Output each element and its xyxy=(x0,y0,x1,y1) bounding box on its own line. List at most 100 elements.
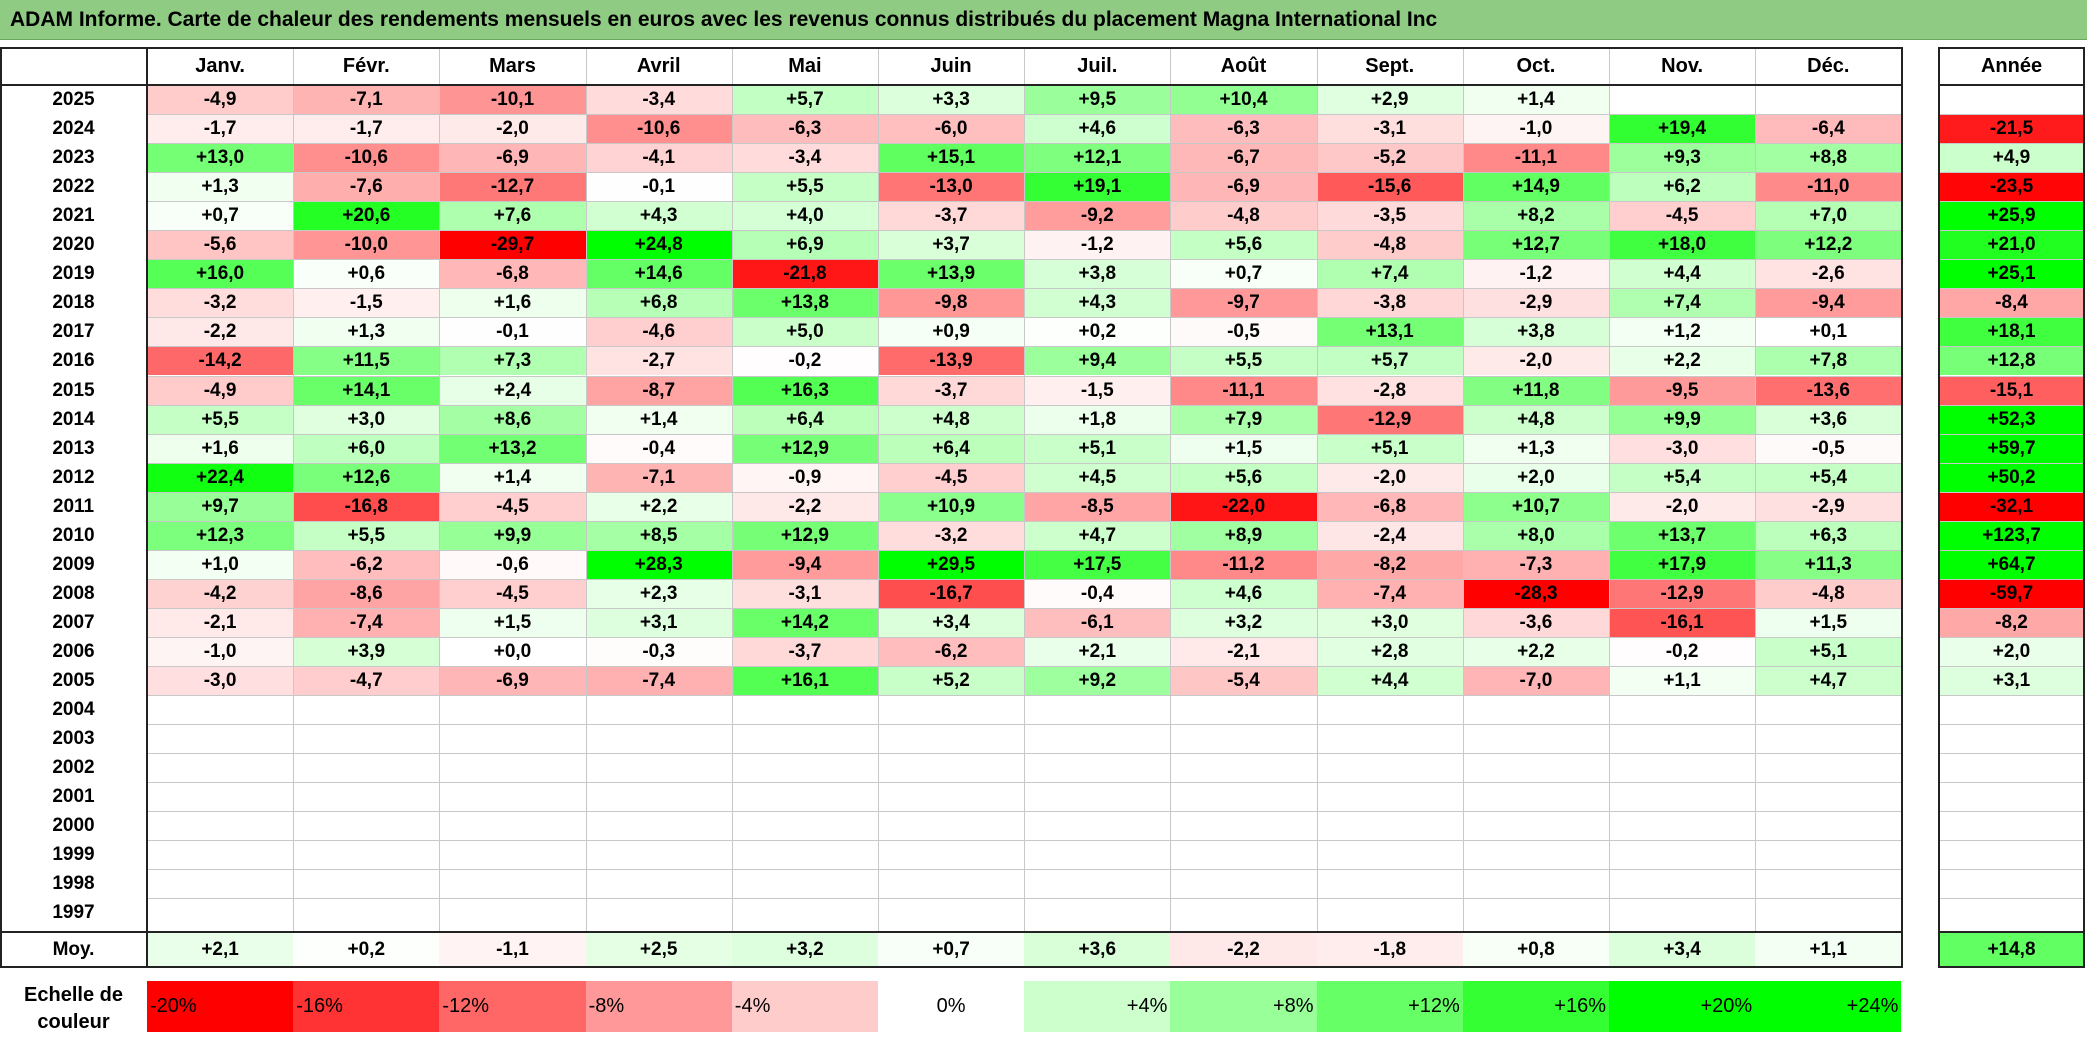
average-cell: +3,2 xyxy=(731,933,878,967)
heatmap-cell xyxy=(1170,869,1317,899)
month-header: Mars xyxy=(489,55,536,77)
grid-line xyxy=(1939,114,2084,116)
average-cell: +1,1 xyxy=(1755,933,1902,967)
average-label: Moy. xyxy=(52,939,95,960)
average-separator xyxy=(0,931,1903,933)
annual-cell xyxy=(1939,811,2084,841)
grid-line xyxy=(1939,753,2084,755)
heatmap-cell: +4,7 xyxy=(1024,520,1171,550)
heatmap-cell xyxy=(439,782,586,812)
heatmap-cell: +4,6 xyxy=(1170,578,1317,608)
heatmap-cell: +3,9 xyxy=(293,636,440,666)
grid-line xyxy=(1939,201,2084,203)
heatmap-cell: +5,5 xyxy=(293,520,440,550)
heatmap-cell: +1,0 xyxy=(147,549,294,579)
heatmap-cell: -2,9 xyxy=(1755,491,1902,521)
heatmap-cell: +24,8 xyxy=(585,230,732,260)
heatmap-cell: +3,6 xyxy=(1755,404,1902,434)
heatmap-cell xyxy=(1024,898,1171,928)
heatmap-cell: +14,1 xyxy=(293,375,440,405)
heatmap-cell: -1,5 xyxy=(1024,375,1171,405)
heatmap-cell: -4,5 xyxy=(878,462,1025,492)
heatmap-cell xyxy=(585,782,732,812)
heatmap-cell: +5,4 xyxy=(1755,462,1902,492)
heatmap-cell: +29,5 xyxy=(878,549,1025,579)
heatmap-cell: +9,3 xyxy=(1609,143,1756,173)
heatmap-cell xyxy=(1024,811,1171,841)
heatmap-cell: +1,4 xyxy=(1462,85,1609,115)
heatmap-cell xyxy=(878,724,1025,754)
heatmap-cell xyxy=(1170,811,1317,841)
grid-line xyxy=(1939,666,2084,667)
heatmap-cell: +7,4 xyxy=(1316,259,1463,289)
heatmap-cell: -7,4 xyxy=(585,666,732,696)
heatmap-cell xyxy=(1170,782,1317,812)
grid-line xyxy=(1170,48,1172,967)
grid-line xyxy=(1024,48,1026,967)
heatmap-cell xyxy=(293,840,440,870)
heatmap-cell: +11,5 xyxy=(293,346,440,376)
month-header: Août xyxy=(1220,55,1267,77)
heatmap-cell xyxy=(1462,840,1609,870)
heatmap-cell: +9,7 xyxy=(147,491,294,521)
heatmap-cell: +1,5 xyxy=(1755,607,1902,637)
heatmap-cell: +10,9 xyxy=(878,491,1025,521)
heatmap-cell: +8,9 xyxy=(1170,520,1317,550)
year-label: 2004 xyxy=(52,699,95,721)
heatmap-cell: +5,5 xyxy=(1170,346,1317,376)
heatmap-cell: +12,7 xyxy=(1462,230,1609,260)
color-scale-swatch: +12% xyxy=(1316,981,1463,1032)
month-header: Sept. xyxy=(1365,55,1415,77)
heatmap-cell: -8,5 xyxy=(1024,491,1171,521)
heatmap-cell: +1,4 xyxy=(439,462,586,492)
month-header: Janv. xyxy=(195,55,245,77)
heatmap-cell: +2,3 xyxy=(585,578,732,608)
heatmap-cell: -13,0 xyxy=(878,172,1025,202)
heatmap-cell: -1,0 xyxy=(1462,114,1609,144)
annual-cell: +52,3 xyxy=(1939,404,2084,434)
heatmap-cell xyxy=(731,811,878,841)
heatmap-cell: -4,7 xyxy=(293,666,440,696)
heatmap-cell: -2,0 xyxy=(1609,491,1756,521)
heatmap-cell xyxy=(585,724,732,754)
heatmap-cell: -14,2 xyxy=(147,346,294,376)
heatmap-cell: -5,6 xyxy=(147,230,294,260)
heatmap-cell: -6,9 xyxy=(439,666,586,696)
heatmap-cell: +16,1 xyxy=(731,666,878,696)
grid-line xyxy=(1939,607,2084,609)
annual-cell: -15,1 xyxy=(1939,375,2084,405)
heatmap-cell xyxy=(1755,85,1902,115)
heatmap-cell: -9,4 xyxy=(1755,288,1902,318)
heatmap-cell: +1,3 xyxy=(293,317,440,347)
heatmap-cell: -5,4 xyxy=(1170,666,1317,696)
heatmap-cell: +5,1 xyxy=(1024,433,1171,463)
heatmap-cell: +1,6 xyxy=(439,288,586,318)
heatmap-cell: +5,6 xyxy=(1170,230,1317,260)
heatmap-cell xyxy=(1609,85,1756,115)
heatmap-cell: -16,1 xyxy=(1609,607,1756,637)
heatmap-cell: +3,8 xyxy=(1024,259,1171,289)
heatmap-cell: -3,2 xyxy=(878,520,1025,550)
heatmap-cell: -3,8 xyxy=(1316,288,1463,318)
year-label: 2022 xyxy=(52,176,95,198)
heatmap-cell: +4,8 xyxy=(1462,404,1609,434)
heatmap-cell: +18,0 xyxy=(1609,230,1756,260)
annual-cell xyxy=(1939,85,2084,115)
heatmap-cell: -0,9 xyxy=(731,462,878,492)
heatmap-cell: +3,8 xyxy=(1462,317,1609,347)
heatmap-cell: -2,2 xyxy=(147,317,294,347)
grid-line xyxy=(1939,695,2084,697)
heatmap-cell: +1,3 xyxy=(147,172,294,202)
heatmap-cell: -10,0 xyxy=(293,230,440,260)
heatmap-cell: +10,7 xyxy=(1462,491,1609,521)
heatmap-cell: -3,6 xyxy=(1462,607,1609,637)
annual-cell: +123,7 xyxy=(1939,520,2084,550)
grid-line xyxy=(1939,811,2084,813)
heatmap-cell: -5,2 xyxy=(1316,143,1463,173)
color-scale-label: Echelle de couleur xyxy=(24,984,123,1033)
year-label: 2025 xyxy=(52,89,95,110)
heatmap-cell xyxy=(1170,753,1317,783)
heatmap-cell: -3,0 xyxy=(147,666,294,696)
heatmap-cell: -4,8 xyxy=(1755,578,1902,608)
heatmap-cell: -3,2 xyxy=(147,288,294,318)
